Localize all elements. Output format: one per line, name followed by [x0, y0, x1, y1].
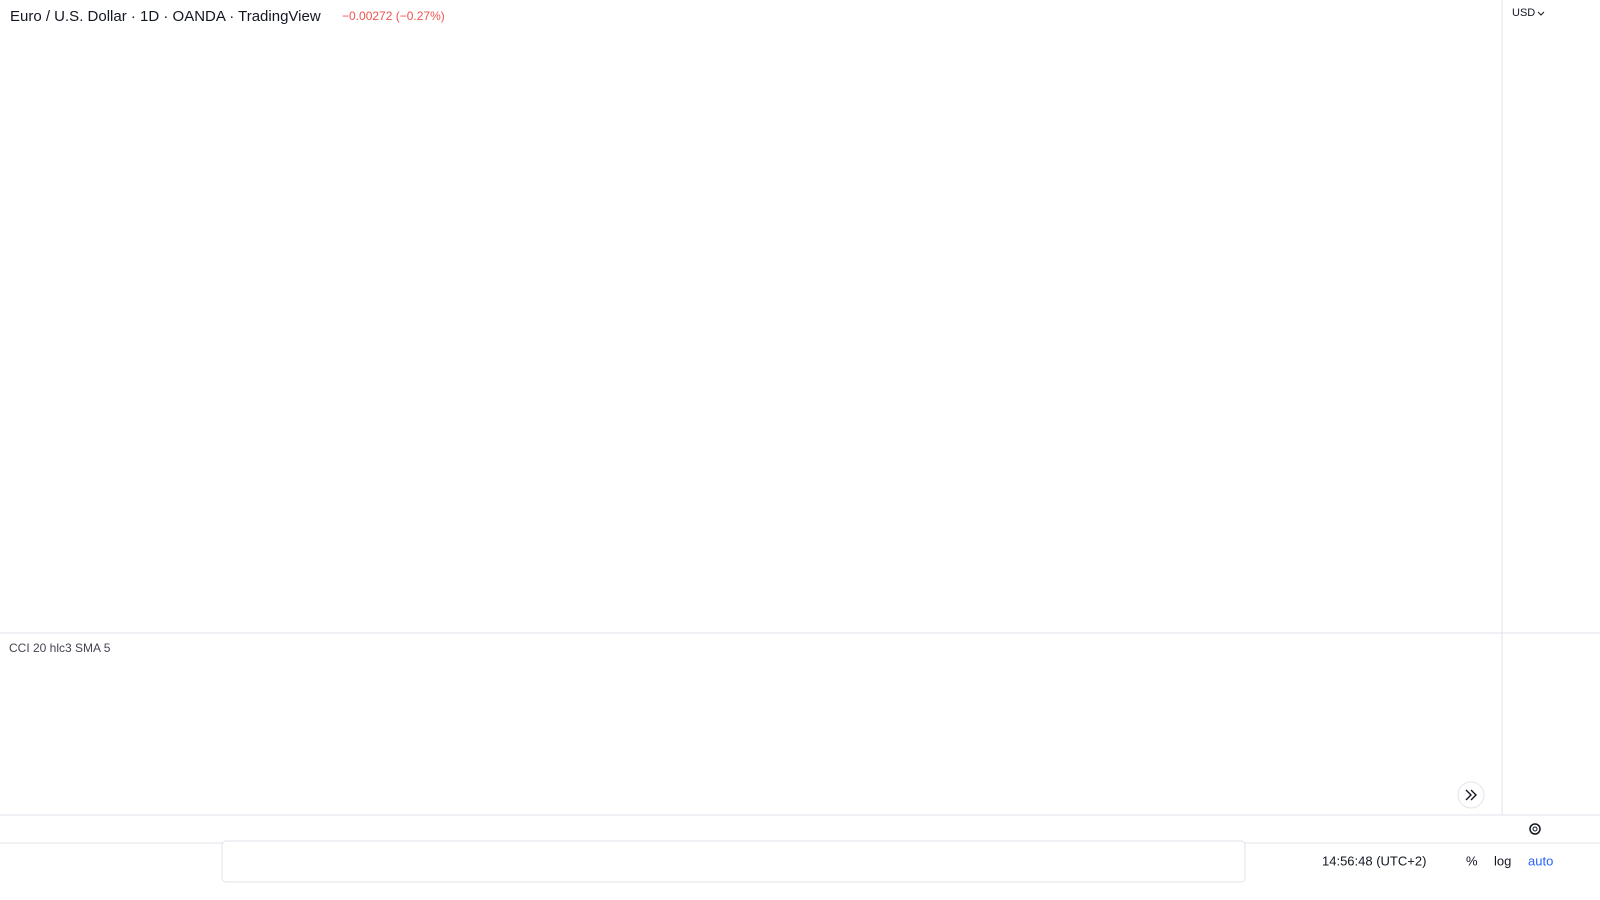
cci-title: CCI 20 hlc3 SMA 5	[9, 641, 111, 655]
symbol-title: Euro / U.S. Dollar · 1D · OANDA · Tradin…	[10, 8, 321, 25]
currency-caret[interactable]	[1537, 11, 1545, 16]
price-change: −0.00272 (−0.27%)	[342, 9, 445, 23]
auto-toggle[interactable]: auto	[1528, 853, 1553, 868]
drawing-toolbar	[221, 840, 1246, 883]
settings-icon[interactable]	[1529, 823, 1541, 835]
currency[interactable]: USD	[1512, 7, 1535, 19]
scroll-icon[interactable]	[1465, 789, 1477, 801]
clock: 14:56:48 (UTC+2)	[1322, 853, 1426, 868]
percent-toggle[interactable]: %	[1466, 853, 1478, 868]
log-toggle[interactable]: log	[1494, 853, 1511, 868]
